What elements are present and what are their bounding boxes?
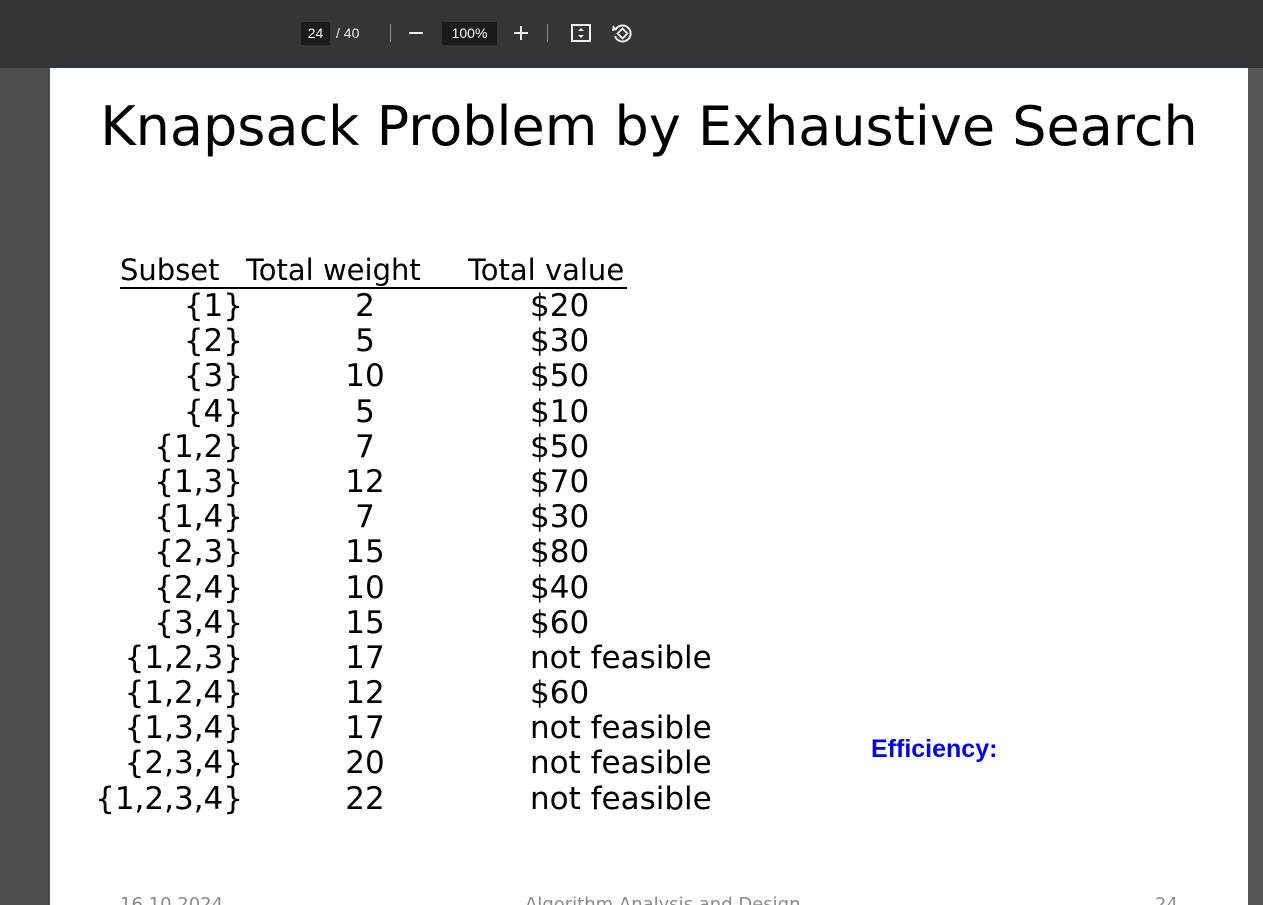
header-underline (120, 287, 627, 289)
rotate-icon[interactable] (610, 21, 634, 45)
cell-weight: 12 (345, 675, 385, 712)
table-row: {1,4} 7 $30 (120, 500, 740, 535)
cell-subset: {2,3,4} (124, 745, 243, 782)
cell-subset: {2} (183, 323, 243, 360)
cell-weight: 17 (345, 710, 385, 747)
table-row: {1} 2 $20 (120, 289, 740, 324)
cell-weight: 5 (355, 323, 375, 360)
cell-subset: {3,4} (154, 604, 243, 641)
cell-weight: 20 (345, 745, 385, 782)
cell-subset: {1,4} (154, 499, 243, 536)
cell-subset: {1,3,4} (124, 710, 243, 747)
footer-page-number: 24 (1155, 894, 1178, 905)
cell-value: not feasible (530, 745, 712, 782)
table-row: {1,3} 12 $70 (120, 463, 740, 500)
cell-value: $80 (530, 534, 590, 571)
cell-weight: 7 (355, 428, 375, 465)
table-row: {3} 10 $50 (120, 359, 740, 394)
table-row: {4} 5 $10 (120, 393, 740, 430)
cell-weight: 2 (355, 288, 375, 324)
footer-date: 16.10.2024 (120, 894, 224, 905)
fit-page-icon[interactable] (571, 24, 591, 42)
cell-weight: 10 (345, 358, 385, 395)
cell-subset: {3} (183, 358, 243, 395)
table-row: {1,2,3} 17 not feasible (120, 639, 740, 676)
cell-weight: 10 (345, 569, 385, 606)
cell-subset: {1,2,3} (124, 639, 243, 676)
cell-value: $30 (530, 323, 590, 360)
cell-subset: {1,2,3,4} (95, 780, 243, 817)
cell-weight: 15 (345, 604, 385, 641)
header-total-weight: Total weight (246, 253, 421, 287)
minus-icon (409, 32, 423, 34)
cell-value: $40 (530, 569, 590, 606)
cell-weight: 5 (355, 393, 375, 430)
cell-value: $30 (530, 499, 590, 536)
table-row: {1,2} 7 $50 (120, 428, 740, 465)
header-subset: Subset (120, 253, 220, 287)
cell-value: $60 (530, 675, 590, 712)
footer-course: Algorithm Analysis and Design (525, 894, 801, 905)
page-number-input[interactable]: 24 (301, 22, 330, 45)
zoom-level-input[interactable]: 100% (442, 22, 497, 45)
table-row: {1,2,3,4} 22 not feasible (95, 780, 740, 817)
header-total-value: Total value (468, 253, 625, 287)
viewer-background (1248, 68, 1263, 905)
toolbar-divider (547, 24, 548, 42)
cell-subset: {2,4} (154, 569, 243, 606)
cell-subset: {4} (183, 393, 243, 430)
page-total-label: / 40 (336, 25, 360, 41)
cell-value: not feasible (530, 710, 712, 747)
cell-weight: 7 (355, 499, 375, 536)
table-row: {1,3,4} 17 not feasible (120, 711, 740, 746)
cell-subset: {1} (183, 288, 243, 324)
zoom-out-button[interactable] (402, 19, 430, 47)
table-row: {2} 5 $30 (120, 324, 740, 359)
toolbar-divider (390, 24, 391, 42)
cell-subset: {1,2,4} (124, 675, 243, 712)
cell-subset: {2,3} (154, 534, 243, 571)
cell-weight: 15 (345, 534, 385, 571)
table-row: {2,4} 10 $40 (120, 569, 740, 606)
table-row: {2,3,4} 20 not feasible (120, 746, 740, 781)
cell-weight: 22 (345, 780, 385, 817)
pdf-page: Knapsack Problem by Exhaustive Search Su… (50, 68, 1248, 905)
cell-value: not feasible (530, 780, 712, 817)
zoom-in-button[interactable] (507, 19, 535, 47)
cell-value: $70 (530, 463, 590, 500)
slide-title: Knapsack Problem by Exhaustive Search (100, 95, 1198, 158)
cell-value: $60 (530, 604, 590, 641)
table-header: Subset Total weight Total value (120, 253, 740, 289)
cell-weight: 17 (345, 639, 385, 676)
pdf-toolbar: 24 / 40 100% (0, 0, 1263, 68)
table-row: {1,2,4} 12 $60 (120, 676, 740, 711)
cell-value: $10 (530, 393, 590, 430)
cell-subset: {1,3} (154, 463, 243, 500)
efficiency-label: Efficiency: (871, 735, 998, 763)
cell-subset: {1,2} (154, 428, 243, 465)
cell-value: $20 (530, 288, 590, 324)
table-row: {2,3} 15 $80 (120, 535, 740, 570)
viewer-background (0, 68, 50, 905)
table-row: {3,4} 15 $60 (120, 604, 740, 641)
cell-value: $50 (530, 358, 590, 395)
plus-icon (514, 26, 528, 40)
knapsack-table: Subset Total weight Total value {1} 2 $20 … (95, 253, 740, 817)
cell-value: $50 (530, 428, 590, 465)
cell-weight: 12 (345, 463, 385, 500)
cell-value: not feasible (530, 639, 712, 676)
